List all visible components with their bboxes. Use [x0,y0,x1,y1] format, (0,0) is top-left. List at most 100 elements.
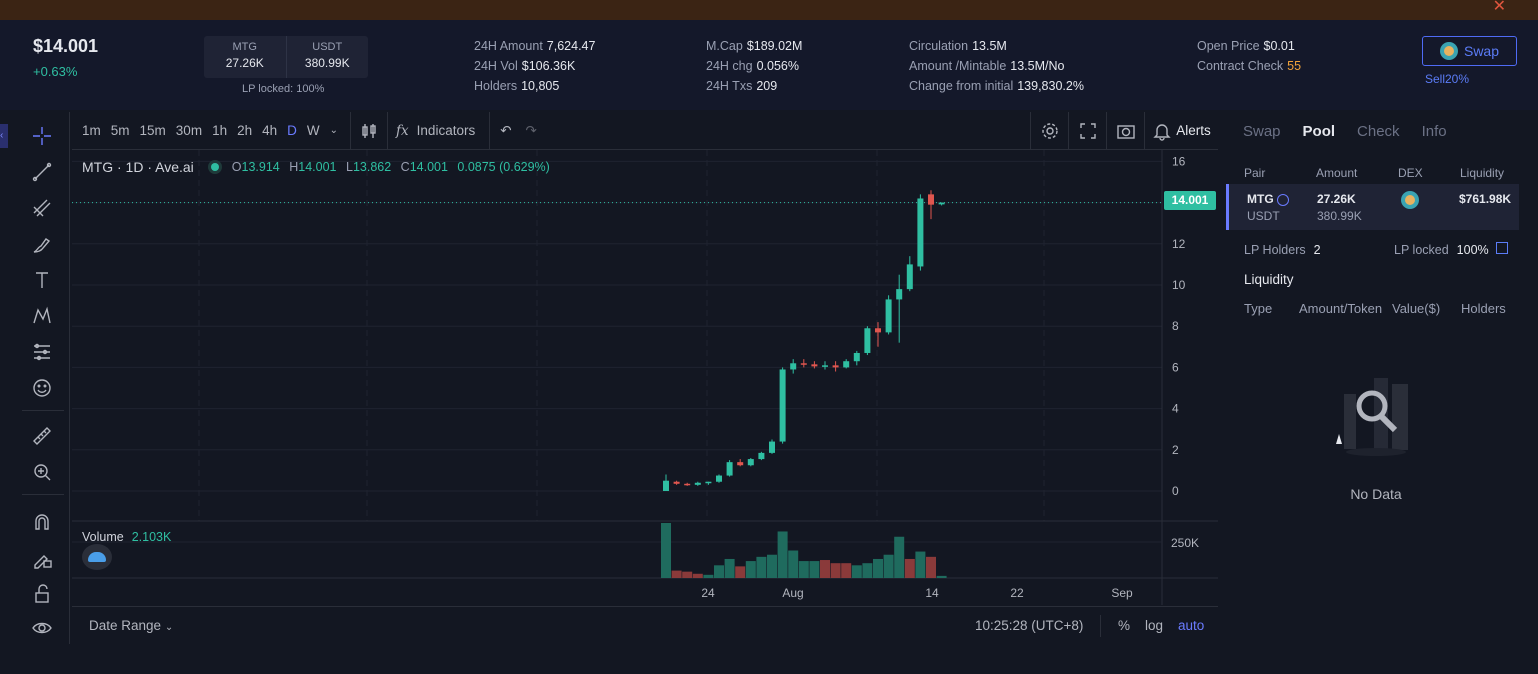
close-icon[interactable]: ✕ [1492,0,1506,15]
pool-liquidity: $761.98K [1459,192,1512,206]
timeframe-2h[interactable]: 2h [237,123,253,138]
date-range-button[interactable]: Date Range ⌄ [89,618,173,633]
timeframe-d[interactable]: D [287,123,297,138]
volume-bar [714,565,724,578]
stat-value: $0.01 [1263,39,1295,53]
candle-body [737,462,744,466]
liquidity-title: Liquidity [1244,272,1294,287]
zoom-in-icon[interactable] [28,458,56,486]
pool-side-panel: Swap Pool Check Info Pair Amount DEX Liq… [1226,112,1520,644]
pool-row[interactable]: MTG USDT 27.26K 380.99K $761.98K [1226,184,1519,230]
candle-body [853,352,860,362]
tab-swap[interactable]: Swap [1243,122,1281,140]
chevron-down-icon[interactable]: ⌄ [329,125,339,136]
timeframe-1m[interactable]: 1m [82,123,101,138]
ruler-icon[interactable] [28,422,56,450]
timeframe-5m[interactable]: 5m [110,123,130,138]
toolbar-divider [387,111,389,150]
chart-canvas[interactable]: 16 12 10 8 6 4 2 0 250K 24 Aug 14 22 Sep [72,150,1218,605]
volume-bar [894,536,905,578]
volume-bar [735,566,746,578]
auto-scale-button[interactable]: auto [1178,618,1205,633]
close-label: C [400,160,410,174]
stat-label: 24H Amount [474,39,543,53]
candle-body [928,194,934,205]
unlock-icon[interactable] [28,580,56,608]
contract-score[interactable]: 55 [1287,59,1302,73]
lp-holders-label: LP Holders [1244,243,1306,257]
volume-bar [703,574,714,578]
stat-contract-check[interactable]: Contract Check 55 [1197,56,1301,76]
eye-icon[interactable] [28,614,56,642]
tab-pool[interactable]: Pool [1302,122,1336,140]
external-link-icon[interactable] [1496,242,1508,254]
volume-bar [904,558,915,578]
volume-bar [661,523,671,578]
tab-info[interactable]: Info [1421,122,1447,140]
stat-label: M.Cap [706,39,743,53]
redo-icon[interactable]: ↷ [525,122,537,138]
lp-locked: LP locked 100% [1394,243,1489,257]
volume-bar [841,563,852,578]
timeframe-1h[interactable]: 1h [212,123,228,138]
emoji-icon[interactable] [28,374,56,402]
candle-body [896,289,903,300]
swap-button-label: Swap [1463,43,1500,59]
clock-readout[interactable]: 10:25:28 (UTC+8) [975,618,1084,633]
sell-link[interactable]: Sell20% [1425,72,1470,86]
stats-col-1: 24H Amount 7,624.47 24H Vol $106.36K Holde… [474,36,595,96]
candle-body [758,452,765,460]
fib-tool-icon[interactable] [28,194,56,222]
candle-body [843,361,850,368]
stat-value: $106.36K [521,59,576,73]
indicators-button[interactable]: fx Indicators [396,123,475,139]
stat-circulation: Circulation 13.5M [909,36,1084,56]
pool-base: MTG [1247,192,1289,206]
lp-locked-value: 100% [1456,243,1489,257]
tab-check[interactable]: Check [1357,122,1400,140]
candle-body [864,328,871,353]
volume-bar [873,558,883,578]
price-chart[interactable]: 16 12 10 8 6 4 2 0 250K 24 Aug 14 22 Sep MTG · 1D · A… [72,150,1218,605]
stats-col-3: Circulation 13.5M Amount /Mintable 13.5M/N… [909,36,1084,96]
volume-bar [671,570,682,578]
function-icon: fx [396,122,409,139]
trend-line-icon[interactable] [28,158,56,186]
settings-icon[interactable] [1030,111,1068,150]
y-tick-label: 2 [1172,443,1179,457]
pattern-icon[interactable] [28,302,56,330]
collapse-left-icon[interactable]: ‹ [0,124,8,148]
stat-24h-vol: 24H Vol $106.36K [474,56,595,76]
swap-button[interactable]: Swap [1422,36,1517,66]
text-icon[interactable] [28,266,56,294]
undo-icon[interactable]: ↶ [500,122,512,138]
crosshair-icon[interactable] [28,122,56,150]
timeframe-4h[interactable]: 4h [262,123,278,138]
fullscreen-icon[interactable] [1068,111,1106,150]
y-tick-label: 12 [1172,237,1186,251]
lock-drawing-icon[interactable] [28,544,56,572]
magnet-icon[interactable] [28,508,56,536]
volume-bar [915,551,926,578]
pool-header-liquidity: Liquidity [1460,166,1505,180]
candle-body [875,328,881,333]
quote-reserve: USDT 380.99K [285,36,369,78]
timeframe-w[interactable]: W [306,123,320,138]
candle-body [790,363,797,370]
prediction-icon[interactable] [28,338,56,366]
timeframe-15m[interactable]: 15m [139,123,166,138]
stat-label: Holders [474,79,518,93]
pool-base-symbol: MTG [1247,192,1274,206]
camera-icon[interactable] [1106,111,1144,150]
candle-type-icon[interactable] [359,121,379,141]
ave-logo-icon [82,544,112,570]
log-scale-button[interactable]: log [1145,618,1164,633]
alerts-button[interactable]: Alerts [1144,111,1218,150]
volume-bar [820,560,830,578]
stat-label: Open Price [1197,39,1260,53]
brush-icon[interactable] [28,230,56,258]
timeframe-30m[interactable]: 30m [175,123,203,138]
close-value: 14.001 [409,160,448,174]
candle-body [716,475,722,482]
percent-scale-button[interactable]: % [1118,618,1131,633]
